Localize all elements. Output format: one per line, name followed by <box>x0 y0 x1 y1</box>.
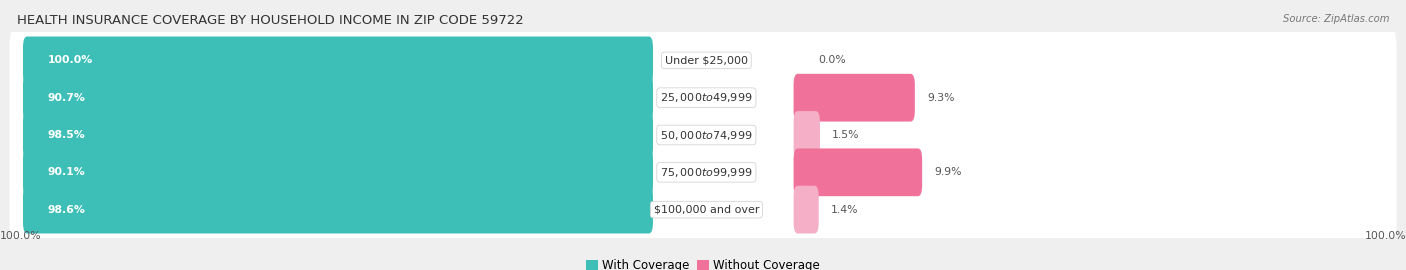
Text: Source: ZipAtlas.com: Source: ZipAtlas.com <box>1282 14 1389 23</box>
Legend: With Coverage, Without Coverage: With Coverage, Without Coverage <box>581 254 825 270</box>
Text: 1.4%: 1.4% <box>831 205 859 215</box>
FancyBboxPatch shape <box>22 36 652 84</box>
Text: 1.5%: 1.5% <box>832 130 859 140</box>
FancyBboxPatch shape <box>793 186 818 234</box>
Text: 98.5%: 98.5% <box>48 130 86 140</box>
FancyBboxPatch shape <box>793 111 820 159</box>
Text: 0.0%: 0.0% <box>818 55 845 65</box>
Text: $100,000 and over: $100,000 and over <box>654 205 759 215</box>
FancyBboxPatch shape <box>10 177 1396 242</box>
Text: $75,000 to $99,999: $75,000 to $99,999 <box>661 166 752 179</box>
Text: 9.9%: 9.9% <box>935 167 962 177</box>
Text: 98.6%: 98.6% <box>48 205 86 215</box>
Text: 9.3%: 9.3% <box>927 93 955 103</box>
Text: 100.0%: 100.0% <box>0 231 42 241</box>
Text: $50,000 to $74,999: $50,000 to $74,999 <box>661 129 752 141</box>
FancyBboxPatch shape <box>22 111 652 159</box>
Text: HEALTH INSURANCE COVERAGE BY HOUSEHOLD INCOME IN ZIP CODE 59722: HEALTH INSURANCE COVERAGE BY HOUSEHOLD I… <box>17 14 523 26</box>
FancyBboxPatch shape <box>793 74 915 122</box>
FancyBboxPatch shape <box>22 74 652 122</box>
FancyBboxPatch shape <box>22 186 652 234</box>
Text: 100.0%: 100.0% <box>48 55 93 65</box>
FancyBboxPatch shape <box>10 102 1396 168</box>
Text: Under $25,000: Under $25,000 <box>665 55 748 65</box>
Text: 90.1%: 90.1% <box>48 167 86 177</box>
Text: 100.0%: 100.0% <box>1364 231 1406 241</box>
FancyBboxPatch shape <box>793 148 922 196</box>
FancyBboxPatch shape <box>10 28 1396 93</box>
FancyBboxPatch shape <box>10 65 1396 130</box>
FancyBboxPatch shape <box>10 140 1396 205</box>
Text: 90.7%: 90.7% <box>48 93 86 103</box>
Text: $25,000 to $49,999: $25,000 to $49,999 <box>661 91 752 104</box>
FancyBboxPatch shape <box>22 148 652 196</box>
